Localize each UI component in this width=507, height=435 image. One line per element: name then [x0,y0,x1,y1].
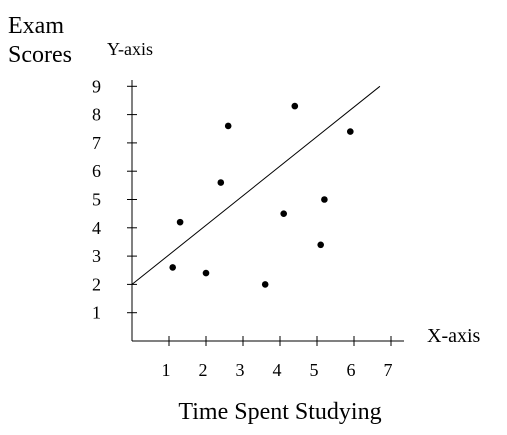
x-tick-label: 2 [199,360,208,380]
data-point [291,102,299,110]
data-point [321,196,328,203]
y-axis-title-line-1: Exam [8,13,64,39]
y-tick-label: 2 [92,274,101,294]
data-point [224,122,232,130]
x-tick-label: 3 [236,360,245,380]
x-axis-title: Time Spent Studying [178,399,381,425]
data-point [261,281,269,288]
y-tick-label: 7 [92,133,101,153]
x-tick-label: 7 [384,360,393,380]
data-point [169,264,176,271]
y-tick-label: 5 [92,190,101,210]
y-tick-label: 1 [92,303,101,323]
data-point [347,128,354,135]
x-tick-label: 5 [310,360,319,380]
y-tick-label: 3 [92,246,101,266]
trend-line [131,85,381,285]
data-point [202,269,210,277]
data-point [280,210,288,217]
y-tick-label: 9 [92,76,101,96]
data-point [176,218,184,226]
x-tick-label: 1 [162,360,171,380]
y-tick-label: 4 [92,218,101,238]
x-tick-label: 4 [273,360,282,380]
y-tick-label: 8 [92,105,101,125]
data-point [317,241,325,249]
y-tick-label: 6 [92,161,101,181]
data-point [217,179,225,186]
x-axis-tag: X-axis [427,325,481,347]
y-axis-title-line-2: Scores [8,42,72,68]
y-axis-tag: Y-axis [107,39,153,59]
x-tick-label: 6 [347,360,356,380]
